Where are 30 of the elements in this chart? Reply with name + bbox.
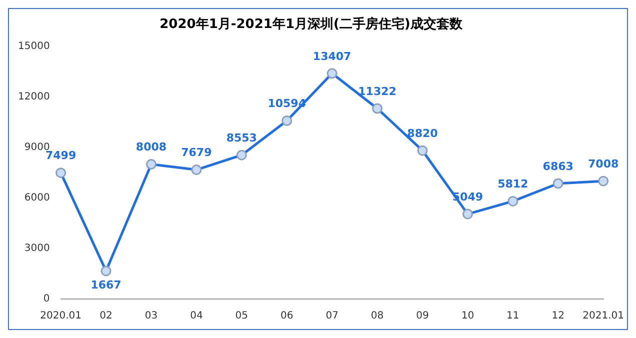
y-tick-label: 12000 [18,92,50,103]
data-label: 7679 [181,146,212,160]
data-label: 5812 [498,178,528,191]
x-tick-label: 02 [100,310,112,322]
x-tick-label: 2020.01 [40,310,82,322]
data-label: 1667 [90,278,122,292]
chart-title: 2020年1月-2021年1月深圳(二手房住宅)成交套数 [160,16,464,32]
data-label: 8008 [136,140,167,154]
x-tick-label: 03 [144,310,158,322]
data-label: 6863 [542,160,574,173]
data-label: 13407 [312,50,352,63]
x-tick-label: 12 [552,310,564,322]
x-tick-label: 2021.01 [582,310,624,322]
y-tick-label: 3000 [24,243,50,254]
data-label: 7008 [588,157,619,170]
data-label: 11322 [358,84,396,98]
y-tick-label: 0 [43,294,50,305]
data-label: 8820 [407,126,438,140]
y-tick-label: 15000 [18,41,50,52]
data-label: 8553 [226,131,257,144]
x-tick-label: 06 [280,310,294,322]
x-tick-label: 08 [370,310,384,322]
x-tick-label: 11 [506,310,520,322]
y-tick-label: 6000 [24,192,50,204]
x-tick-label: 07 [326,310,338,322]
data-label: 7499 [46,149,76,162]
x-tick-label: 09 [416,310,429,322]
x-tick-label: 04 [190,310,203,322]
x-tick-label: 10 [461,310,474,322]
x-tick-label: 05 [235,310,248,322]
